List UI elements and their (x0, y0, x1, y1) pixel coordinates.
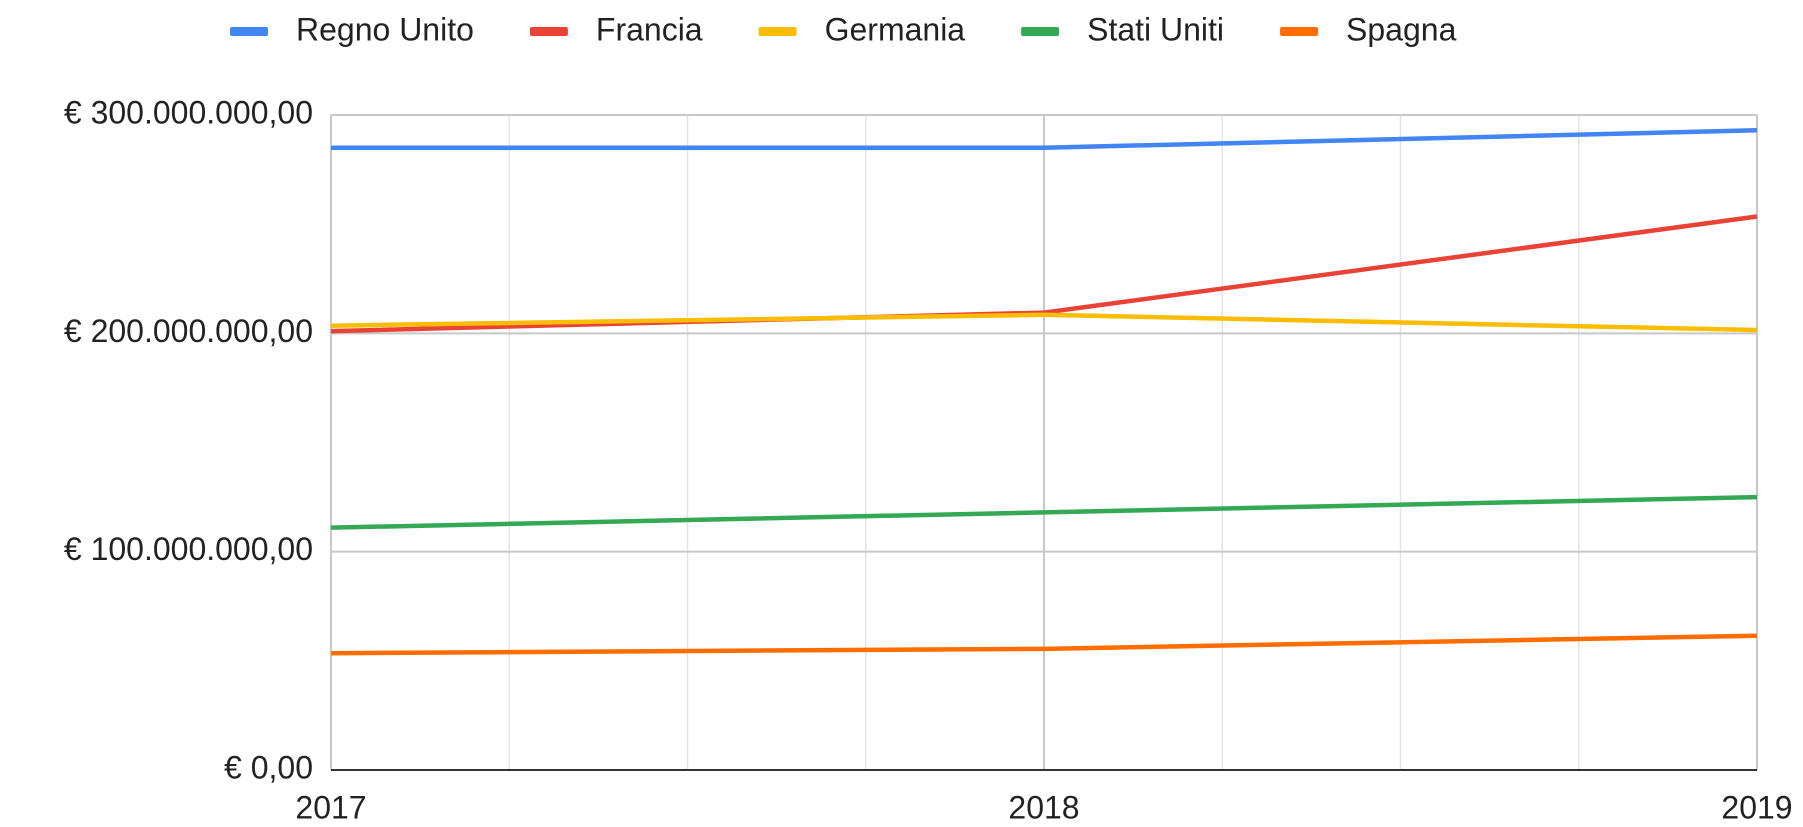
series-line (330, 633, 1758, 656)
x-tick-label: 2018 (1008, 789, 1079, 825)
y-tick-label: € 200.000.000,00 (64, 313, 313, 349)
series-line (331, 128, 1758, 150)
legend-swatch (758, 27, 797, 36)
series-line (330, 494, 1758, 530)
x-tick-label: 2017 (295, 789, 366, 825)
legend-label: Spagna (1346, 11, 1457, 47)
x-tick-label: 2019 (1721, 789, 1792, 825)
legend-swatch (1021, 27, 1060, 36)
y-tick-label: € 0,00 (224, 749, 313, 785)
legend-swatch (230, 27, 268, 36)
legend-swatch (1280, 27, 1319, 36)
legend-label: Germania (825, 11, 966, 47)
series-line (330, 312, 1758, 333)
legend-swatch (529, 27, 568, 36)
legend-label: Regno Unito (296, 11, 474, 47)
legend-label: Stati Uniti (1087, 11, 1224, 47)
legend-label: Francia (596, 11, 703, 47)
y-tick-label: € 100.000.000,00 (64, 531, 313, 567)
y-tick-label: € 300.000.000,00 (64, 94, 313, 130)
